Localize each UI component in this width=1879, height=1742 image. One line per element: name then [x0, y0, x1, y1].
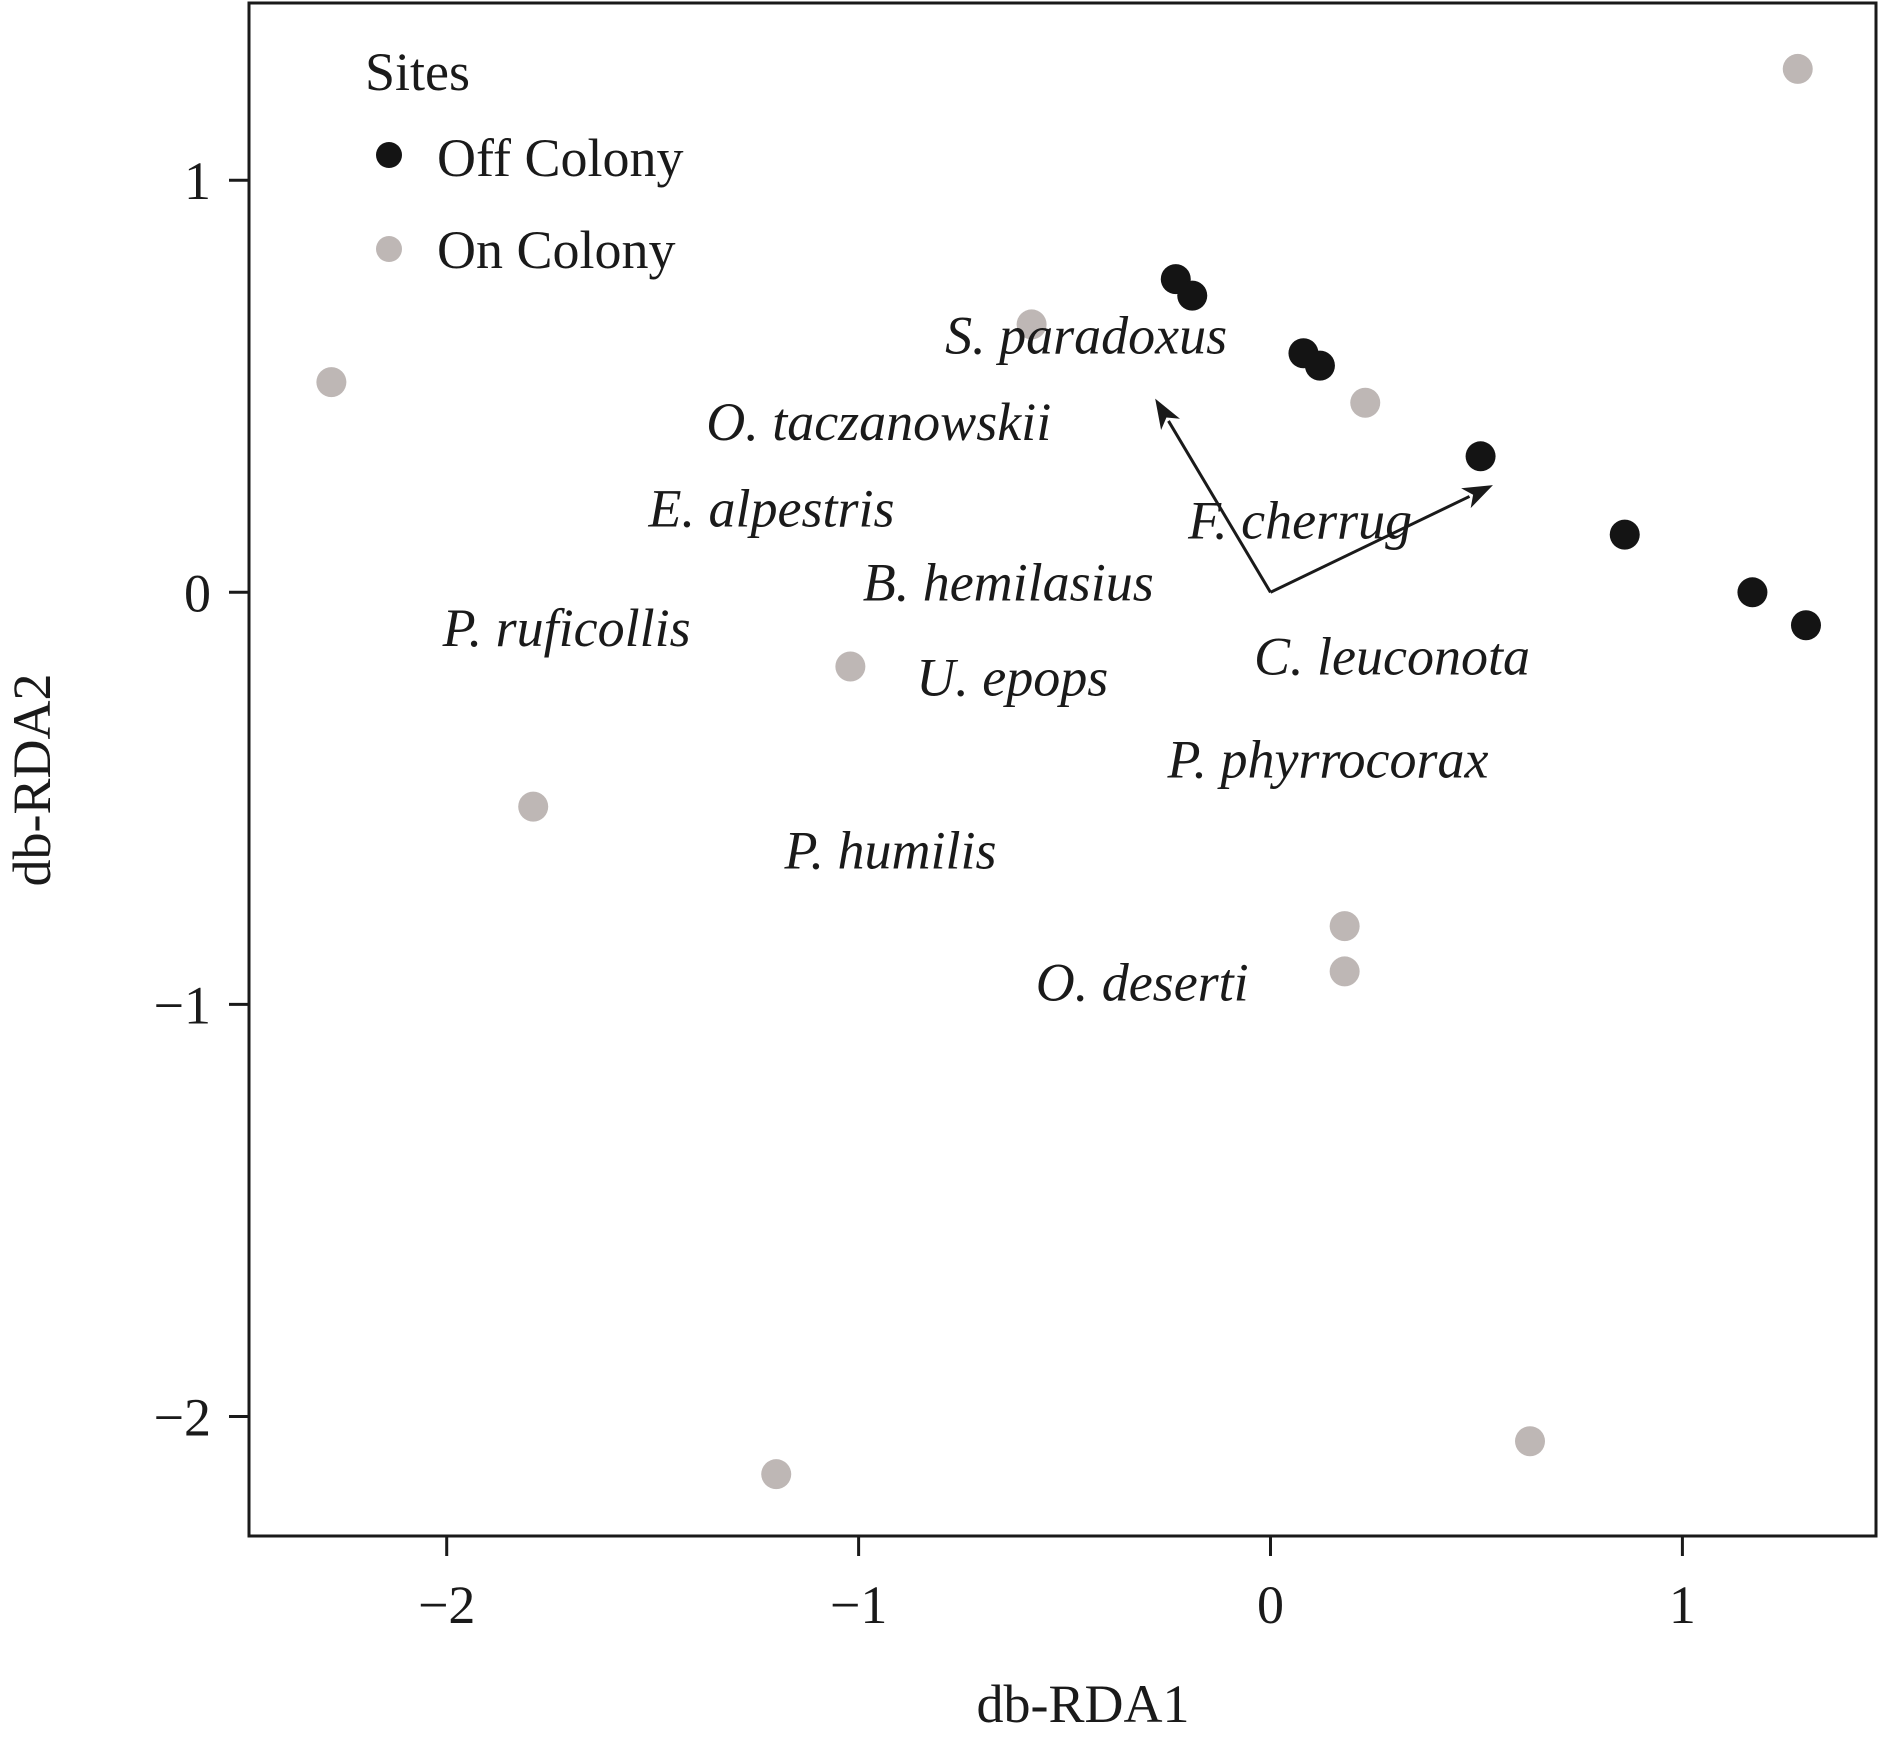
- species-label: S. paradoxus: [945, 305, 1227, 365]
- y-tick-label: 1: [184, 151, 211, 211]
- data-point: [518, 791, 549, 822]
- legend-marker-off-colony: [376, 142, 402, 168]
- y-tick-label: 0: [184, 563, 211, 623]
- species-label: O. deserti: [1036, 952, 1249, 1012]
- vector-line: [1269, 495, 1471, 594]
- plot-frame: [247, 1, 1878, 1538]
- data-point: [1350, 387, 1381, 418]
- y-tick-label: −1: [154, 975, 211, 1035]
- legend-marker-on-colony: [376, 236, 402, 262]
- species-label: P. phyrrocorax: [1167, 730, 1489, 790]
- biplot-vectors: [1155, 398, 1493, 594]
- y-tick-label: −2: [154, 1387, 211, 1447]
- x-tick-label: 0: [1257, 1575, 1284, 1635]
- data-point: [1737, 577, 1768, 608]
- data-point: [316, 367, 347, 398]
- species-label: F. cherrug: [1187, 491, 1412, 551]
- data-point: [1016, 309, 1047, 340]
- species-labels: S. paradoxus O. taczanowskii E. alpestris F…: [442, 305, 1530, 1012]
- species-label: C. leuconota: [1254, 627, 1530, 687]
- species-label: U. epops: [916, 647, 1108, 707]
- species-label: B. hemilasius: [863, 553, 1154, 613]
- species-label: P. humilis: [783, 820, 996, 880]
- species-label: E. alpestris: [648, 478, 895, 538]
- data-point: [1465, 441, 1496, 472]
- vector-line: [1167, 420, 1272, 594]
- vector-arrowhead: [1155, 398, 1180, 431]
- data-point: [761, 1459, 792, 1490]
- legend-title: Sites: [365, 42, 470, 102]
- data-point: [1790, 610, 1821, 641]
- x-axis: −2 −1 0 1: [418, 1536, 1696, 1635]
- data-point: [1329, 911, 1360, 942]
- x-tick-label: −1: [830, 1575, 887, 1635]
- data-point: [1304, 350, 1335, 381]
- data-point: [1515, 1426, 1546, 1457]
- vector-arrowhead: [1461, 485, 1493, 509]
- x-axis-title: db-RDA1: [977, 1674, 1190, 1734]
- y-axis: −2 −1 0 1: [154, 151, 249, 1447]
- data-point: [1782, 53, 1813, 84]
- species-label: O. taczanowskii: [706, 392, 1051, 452]
- legend-label-on-colony: On Colony: [437, 220, 676, 280]
- site-points: [316, 53, 1821, 1490]
- data-point: [835, 651, 866, 682]
- legend: Sites Off Colony On Colony: [365, 42, 684, 280]
- legend-label-off-colony: Off Colony: [437, 128, 684, 188]
- data-point: [1609, 519, 1640, 550]
- data-point: [1177, 280, 1208, 311]
- x-tick-label: 1: [1669, 1575, 1696, 1635]
- y-axis-title: db-RDA2: [2, 674, 62, 887]
- x-tick-label: −2: [418, 1575, 475, 1635]
- data-point: [1329, 956, 1360, 987]
- species-label: P. ruficollis: [442, 598, 691, 658]
